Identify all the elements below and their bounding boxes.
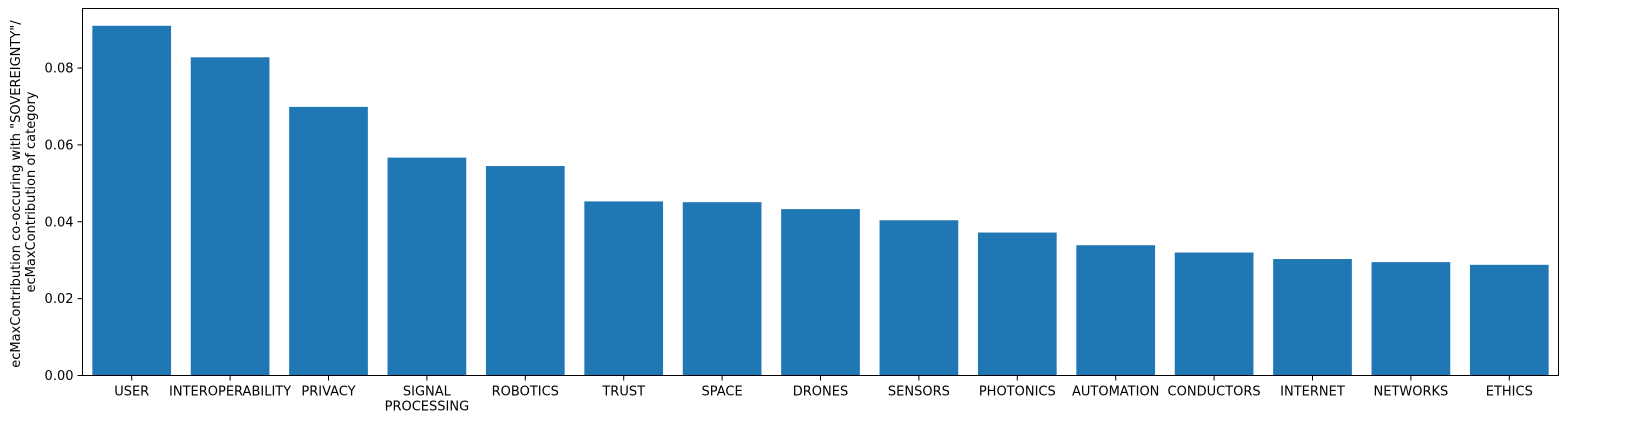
y-tick-label: 0.06 [45, 138, 74, 153]
y-tick-label: 0.00 [45, 369, 74, 384]
bar [1371, 262, 1451, 376]
x-tick-label: PHOTONICS [979, 385, 1056, 400]
y-tick-label: 0.02 [45, 292, 74, 307]
x-tick-label: DRONES [793, 385, 848, 400]
x-tick-label: SPACE [701, 385, 742, 400]
bar [289, 106, 368, 376]
x-tick-label: SENSORS [888, 385, 950, 400]
bar [485, 166, 565, 376]
x-tick-label: PRIVACY [301, 385, 355, 400]
x-axis-ticks: USER INTEROPERABILITY PRIVACY SIGNAL PROCESS… [114, 375, 1533, 415]
bar [781, 209, 860, 376]
y-axis-ticks: 0.00 0.02 0.04 0.06 0.08 [45, 62, 83, 384]
bar [1469, 264, 1549, 376]
bar [92, 25, 172, 376]
bar [879, 220, 959, 376]
x-tick-label: CONDUCTORS [1168, 385, 1261, 400]
y-axis-label-line-1: ecMaxContribution co-occuring with "SOVE… [9, 20, 24, 368]
y-tick-label: 0.04 [45, 215, 74, 230]
bars-group [92, 25, 1549, 376]
x-tick-label: INTEROPERABILITY [169, 385, 291, 400]
x-tick-label: NETWORKS [1374, 385, 1449, 400]
x-tick-label: ETHICS [1486, 385, 1533, 400]
x-tick-label: USER [114, 385, 149, 400]
plot-frame [82, 8, 1559, 376]
y-axis-label-line-2: ecMaxContribution of category [24, 91, 39, 292]
bar [1076, 245, 1156, 376]
y-tick-label: 0.08 [45, 62, 74, 77]
bar [387, 157, 467, 376]
bar [190, 57, 270, 376]
bar [1273, 259, 1352, 376]
bar [1174, 252, 1254, 376]
x-tick-label: TRUST [601, 385, 645, 400]
x-tick-label: SIGNAL PROCESSING [385, 385, 470, 415]
bar [682, 202, 762, 376]
x-tick-label: INTERNET [1280, 385, 1345, 400]
y-axis-label: ecMaxContribution co-occuring with "SOVE… [9, 16, 39, 368]
bar [977, 232, 1057, 376]
bar [584, 201, 664, 376]
x-tick-label: ROBOTICS [492, 385, 559, 400]
x-tick-label: AUTOMATION [1072, 385, 1159, 400]
